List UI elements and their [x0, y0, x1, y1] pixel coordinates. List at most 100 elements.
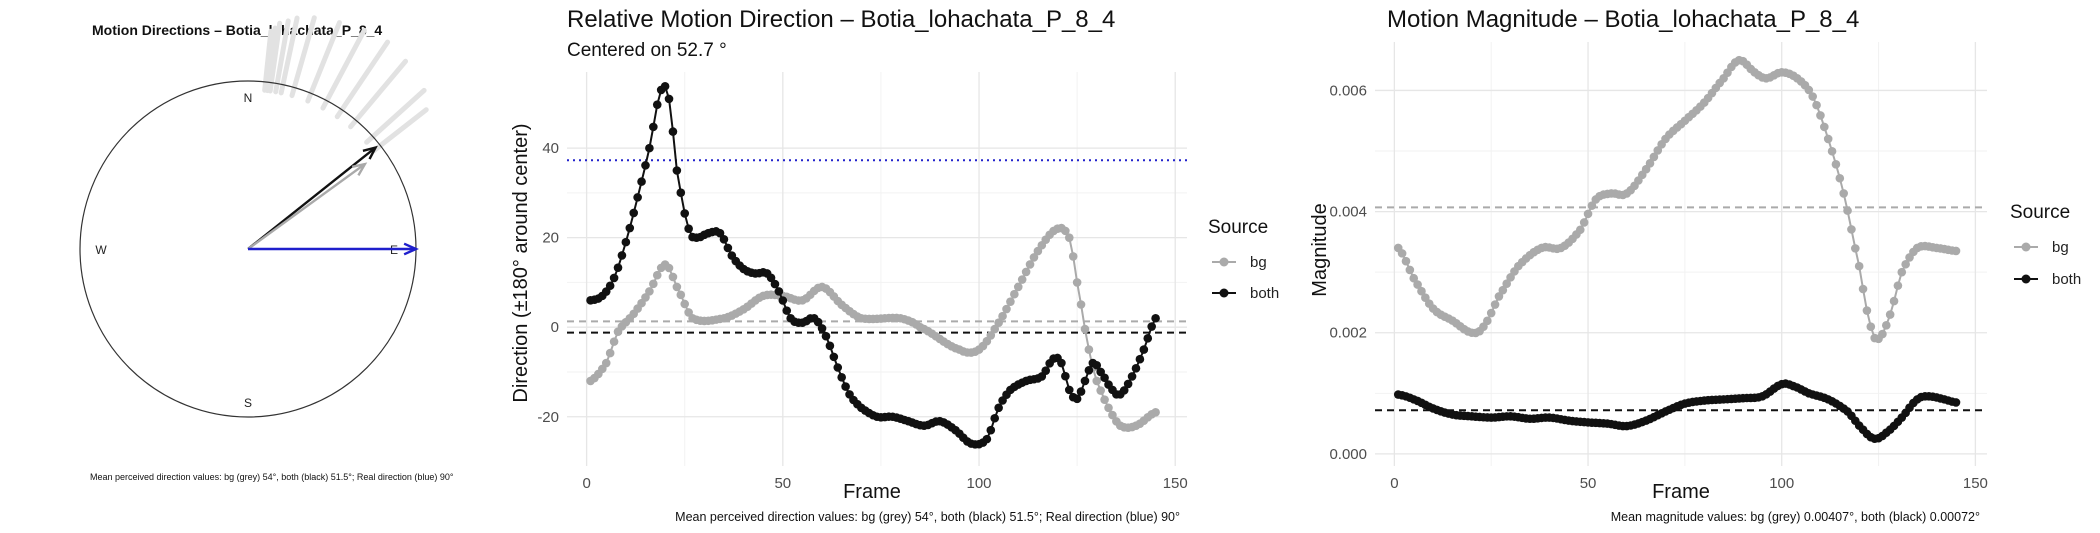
point-both: [680, 209, 690, 218]
point-both: [668, 127, 678, 136]
point-bg: [1409, 273, 1419, 283]
y-tick-label: 0.006: [1329, 82, 1367, 99]
magnitude-legend-dot-bg: [2021, 242, 2031, 252]
point-bg: [1151, 407, 1160, 417]
point-bg: [1104, 403, 1113, 413]
point-both: [633, 193, 642, 202]
point-both: [982, 434, 992, 444]
point-bg: [1881, 321, 1891, 330]
point-bg: [1835, 173, 1845, 183]
point-bg: [1812, 100, 1821, 110]
x-tick-label: 150: [1163, 475, 1188, 492]
point-both: [676, 188, 686, 198]
point-both: [613, 263, 623, 272]
magnitude-panel: Motion Magnitude – Botia_lohachata_P_8_4…: [1309, 6, 2081, 524]
sample-direction-ray: [267, 20, 283, 94]
point-bg: [1901, 259, 1910, 269]
point-both: [1119, 386, 1129, 395]
sample-direction-ray: [264, 25, 278, 94]
point-bg: [1096, 386, 1105, 395]
point-bg: [1862, 306, 1872, 315]
point-bg: [1029, 253, 1039, 262]
point-bg: [1866, 322, 1876, 331]
point-bg: [1080, 324, 1090, 334]
point-both: [1143, 334, 1153, 343]
point-both: [719, 235, 729, 244]
point-bg: [1100, 395, 1109, 404]
point-both: [990, 413, 1000, 423]
point-both: [770, 279, 780, 289]
point-bg: [1490, 300, 1500, 309]
point-both: [1131, 364, 1141, 373]
magnitude-y-axis-title: Magnitude: [1309, 203, 1331, 296]
series-line-bg: [1397, 59, 1957, 340]
point-bg: [1649, 152, 1659, 162]
magnitude-legend-title: Source: [2010, 202, 2070, 223]
sample-direction-ray: [305, 20, 342, 104]
direction-y-tick-labels: -20 0 20 40: [537, 140, 559, 426]
point-bg: [1498, 285, 1508, 295]
magnitude-series: [1393, 55, 1961, 444]
direction-legend-title: Source: [1208, 217, 1268, 238]
point-bg: [1076, 300, 1086, 309]
point-both: [621, 237, 631, 247]
point-bg: [1092, 376, 1102, 386]
point-both: [1147, 322, 1156, 331]
direction-chart-title: Relative Motion Direction – Botia_lohach…: [567, 6, 1115, 33]
point-both: [841, 382, 850, 391]
point-both: [1061, 371, 1070, 381]
arrow-mean-bg: [247, 163, 366, 250]
point-both: [684, 224, 693, 234]
point-both: [617, 251, 627, 260]
y-tick-label: 0: [551, 319, 559, 336]
direction-legend: Source bg both: [1208, 217, 1279, 302]
point-bg: [1951, 246, 1961, 256]
point-bg: [1483, 316, 1492, 326]
point-both: [782, 306, 792, 315]
point-both: [1080, 376, 1090, 386]
point-bg: [994, 318, 1003, 328]
point-bg: [664, 263, 674, 273]
point-both: [664, 94, 674, 104]
point-bg: [1068, 252, 1078, 261]
point-bg: [652, 270, 662, 280]
point-bg: [1827, 146, 1837, 156]
point-both: [723, 243, 733, 253]
x-tick-label: 50: [1580, 475, 1597, 492]
point-both: [994, 403, 1003, 413]
point-bg: [1006, 297, 1015, 306]
sample-direction-ray: [273, 18, 291, 95]
point-bg: [998, 311, 1007, 321]
point-both: [813, 317, 823, 327]
direction-x-tick-labels: 0 50 100 150: [582, 475, 1187, 492]
point-bg: [1108, 410, 1117, 420]
point-both: [1041, 366, 1051, 375]
point-bg: [676, 290, 686, 300]
point-bg: [1893, 281, 1903, 290]
direction-legend-label-bg: bg: [1250, 254, 1267, 271]
point-bg: [1858, 284, 1868, 294]
magnitude-legend-label-bg: bg: [2052, 239, 2069, 256]
point-bg: [1405, 265, 1415, 275]
point-bg: [1854, 261, 1864, 271]
point-both: [625, 223, 635, 233]
y-tick-label: 0.004: [1329, 204, 1367, 221]
point-both: [833, 363, 843, 372]
direction-panel: Relative Motion Direction – Botia_lohach…: [510, 6, 1279, 524]
point-both: [715, 228, 725, 238]
sample-direction-ray: [371, 107, 429, 154]
compass-label-north: N: [244, 91, 253, 105]
point-bg: [1579, 218, 1589, 227]
y-tick-label: -20: [537, 409, 559, 426]
point-both: [774, 287, 784, 296]
direction-caption: Mean perceived direction values: bg (gre…: [675, 510, 1180, 524]
point-both: [1076, 387, 1086, 396]
point-bg: [1808, 92, 1817, 101]
sample-direction-ray: [364, 87, 427, 145]
compass-label-west: W: [95, 243, 107, 257]
point-bg: [986, 331, 996, 340]
y-tick-label: 40: [542, 140, 559, 157]
point-bg: [1587, 201, 1597, 210]
point-bg: [1575, 225, 1585, 235]
point-both: [1084, 365, 1094, 375]
